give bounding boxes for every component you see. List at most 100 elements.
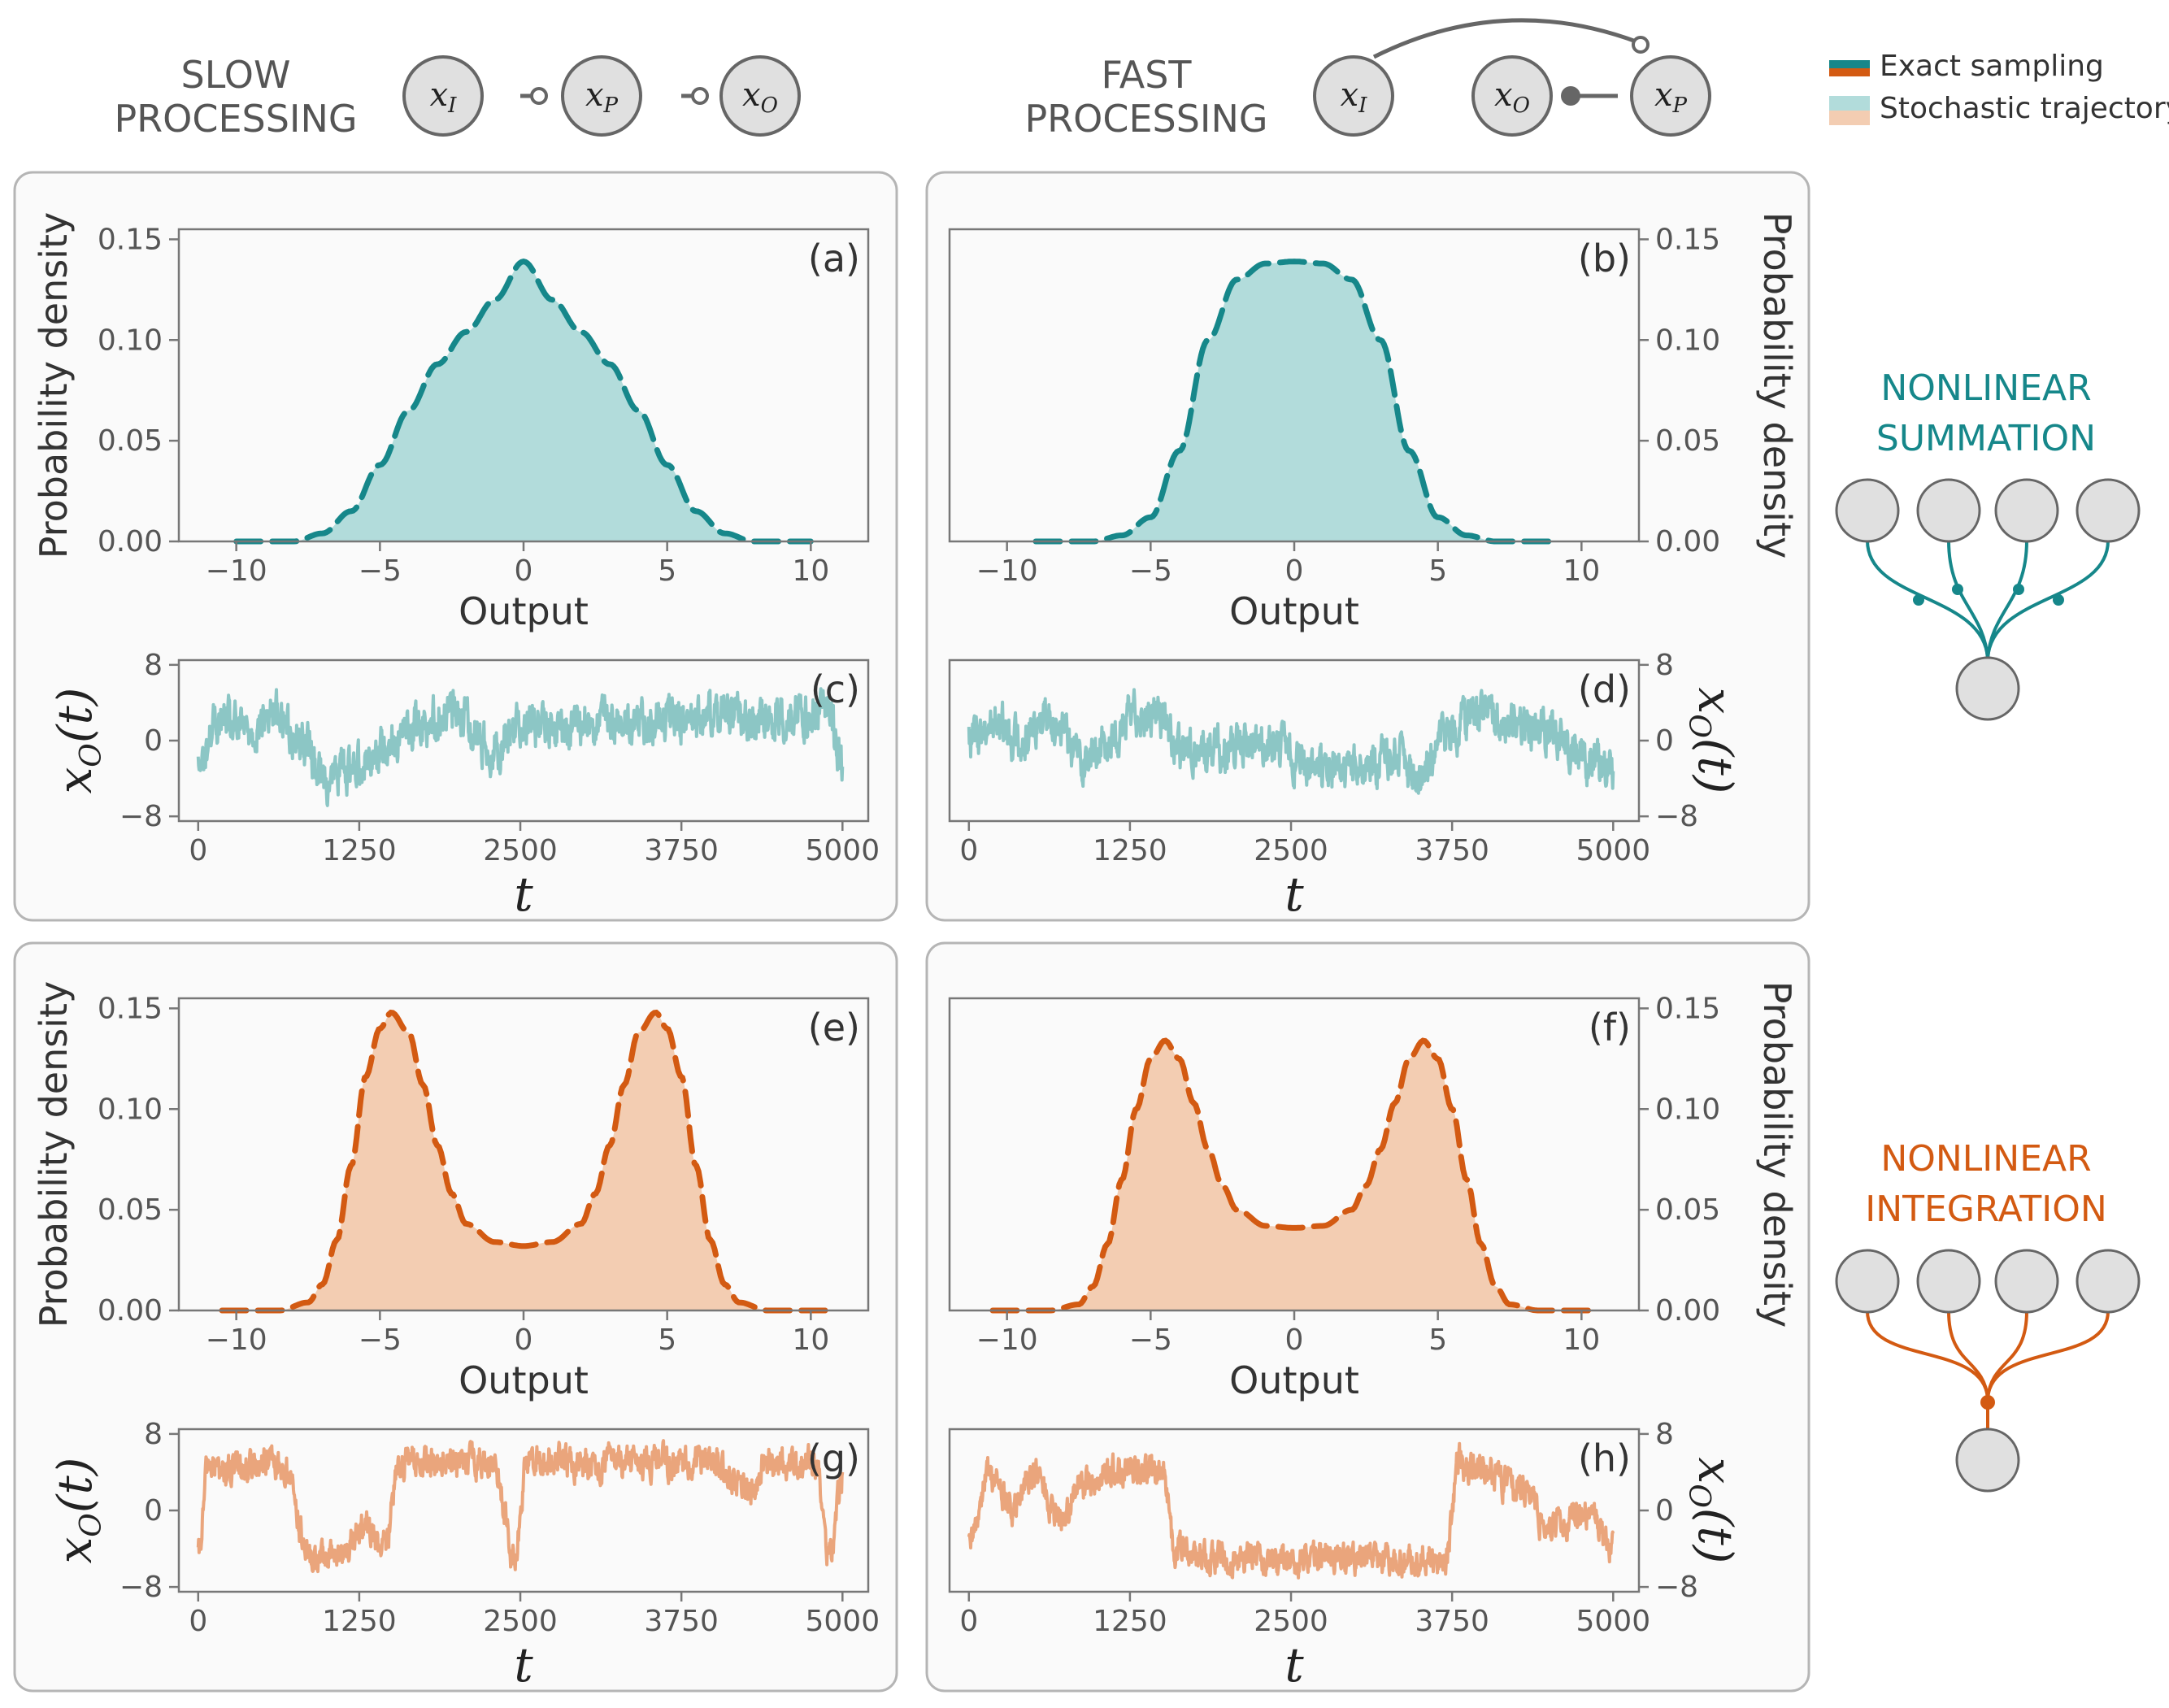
x-tick-label: 2500 <box>1254 1605 1328 1638</box>
y-tick-label: 0 <box>144 724 163 758</box>
panel-label: (d) <box>1578 667 1631 711</box>
x-tick-label: 3750 <box>644 1605 719 1638</box>
x-tick-label: 5 <box>658 554 676 588</box>
panel-label: (b) <box>1578 237 1631 280</box>
trajectory-line <box>196 1439 845 1574</box>
chart-panel-f: −10 −5 0 5 10 0.00 0.05 0.10 0.15 (f) Output Probab… <box>948 981 1799 1402</box>
input-node <box>1835 1249 1900 1314</box>
input-node <box>1994 478 2059 543</box>
chart-panel-e: −10 −5 0 5 10 0.00 0.05 0.10 0.15 (e) Output Probab… <box>32 981 870 1402</box>
panel-label: (g) <box>807 1436 860 1480</box>
y-tick-label: 0.00 <box>98 1294 163 1328</box>
legend-stochastic-label: Stochastic trajectory <box>1880 92 2169 125</box>
exact-curve <box>233 258 814 545</box>
x-tick-label: 0 <box>189 834 207 867</box>
x-tick-label: −10 <box>206 1323 267 1357</box>
x-tick-label: 0 <box>1285 554 1304 588</box>
x-tick-label: 0 <box>959 1605 978 1638</box>
node-x-processing <box>561 55 642 137</box>
synapse-dot-icon <box>1980 1395 1995 1410</box>
x-tick-label: 0 <box>959 834 978 867</box>
exact-curve <box>989 1037 1599 1314</box>
fast-header-line2: PROCESSING <box>1024 97 1267 141</box>
x-tick-label: 2500 <box>483 1605 558 1638</box>
y-tick-label: 0.00 <box>1655 1294 1720 1328</box>
input-node <box>1835 478 1900 543</box>
x-tick-label: 2500 <box>483 834 558 867</box>
chart-panel-h: 0 1250 2500 3750 5000−8 0 8 (h) t xO(t) <box>948 1418 1743 1693</box>
legend-exact-label: Exact sampling <box>1880 50 2104 83</box>
input-node <box>2076 1249 2141 1314</box>
trajectory-line <box>967 1441 1615 1580</box>
chart-panel-a: −10 −5 0 5 10 0.00 0.05 0.10 0.15 (a) Output Probab… <box>32 212 870 633</box>
y-tick-label: 0.05 <box>98 1193 163 1227</box>
excite-arrow-head-icon <box>1561 86 1580 106</box>
fast-network-diagram: xI xO xP <box>1313 18 1711 137</box>
panel-label: (f) <box>1589 1006 1631 1050</box>
x-tick-label: 5000 <box>1576 1605 1650 1638</box>
exact-curve <box>219 1009 828 1314</box>
x-axis-label: t <box>1284 1637 1304 1693</box>
inhibit-arrow-head-icon <box>530 87 548 105</box>
x-tick-label: 0 <box>189 1605 207 1638</box>
y-tick-label: 8 <box>1655 1418 1674 1451</box>
node-x-input <box>402 55 484 137</box>
x-tick-label: 2500 <box>1254 834 1328 867</box>
x-tick-label: 10 <box>792 1323 829 1357</box>
x-tick-label: 1250 <box>1093 1605 1167 1638</box>
y-tick-label: 0 <box>1655 724 1674 758</box>
x-tick-label: 1250 <box>322 834 397 867</box>
x-tick-label: 10 <box>792 554 829 588</box>
x-tick-label: 3750 <box>1415 834 1489 867</box>
stochastic-area <box>222 1012 825 1310</box>
y-tick-label: 0.15 <box>1655 223 1720 256</box>
slow-header-line2: PROCESSING <box>114 97 357 141</box>
x-tick-label: 1250 <box>1093 834 1167 867</box>
input-node <box>2076 478 2141 543</box>
x-axis-label: t <box>514 1637 533 1693</box>
y-tick-label: −8 <box>120 1571 163 1604</box>
x-tick-label: −5 <box>1129 554 1172 588</box>
trace-ylabel: xO(t) <box>1682 688 1743 794</box>
x-tick-label: −5 <box>359 554 402 588</box>
y-axis-label: Probability density <box>32 212 76 558</box>
y-tick-label: 0.10 <box>98 1093 163 1126</box>
node-x-output <box>1471 55 1553 137</box>
summation-label-line1: NONLINEAR <box>1880 367 2091 409</box>
legend-swatch-traj-orange <box>1829 111 1870 125</box>
legend-swatch-exact-orange <box>1829 68 1870 76</box>
input-node <box>1916 1249 1981 1314</box>
x-tick-label: 5000 <box>805 1605 880 1638</box>
x-axis-label: t <box>1284 867 1304 922</box>
y-axis-label: Probability density <box>1755 212 1799 558</box>
trajectory-line <box>196 687 845 807</box>
chart-panel-d: 0 1250 2500 3750 5000−8 0 8 (d) t xO(t) <box>948 649 1743 922</box>
x-tick-label: −10 <box>976 554 1038 588</box>
stochastic-area <box>993 1041 1596 1310</box>
y-tick-label: −8 <box>1655 1571 1698 1604</box>
y-tick-label: 0.15 <box>1655 992 1720 1025</box>
x-axis-label: t <box>514 867 533 922</box>
x-tick-label: 5000 <box>805 834 880 867</box>
integration-label-line2: INTEGRATION <box>1865 1189 2107 1230</box>
y-tick-label: 0.15 <box>98 223 163 256</box>
trace-ylabel: xO(t) <box>1682 1458 1743 1564</box>
slow-header-line1: SLOW <box>181 53 291 97</box>
fast-header-line1: FAST <box>1101 53 1192 97</box>
y-tick-label: −8 <box>120 800 163 833</box>
x-tick-label: 5 <box>1428 1323 1447 1357</box>
panel-label: (c) <box>811 667 860 711</box>
y-tick-label: 8 <box>144 649 163 682</box>
charts-layer: −10 −5 0 5 10 0.00 0.05 0.10 0.15 (a) Output Probab… <box>32 212 1799 1693</box>
y-tick-label: 0.05 <box>1655 1193 1720 1227</box>
y-tick-label: 0.05 <box>98 424 163 458</box>
node-x-output <box>719 55 801 137</box>
y-tick-label: 0.10 <box>1655 1093 1720 1126</box>
output-node <box>1955 656 2020 721</box>
y-tick-label: 0.05 <box>1655 424 1720 458</box>
x-axis-label: Output <box>1229 589 1359 633</box>
trace-ylabel: xO(t) <box>47 1458 108 1564</box>
x-tick-label: 5 <box>658 1323 676 1357</box>
x-axis-label: Output <box>459 589 589 633</box>
